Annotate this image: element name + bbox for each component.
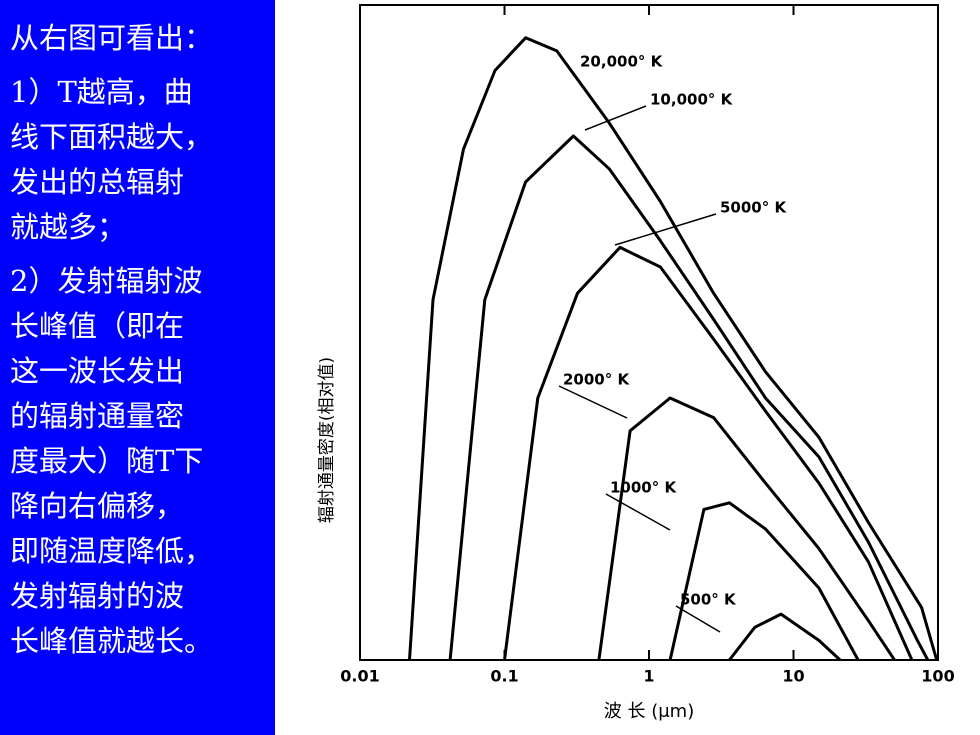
text-line: 1）T越高，曲	[10, 75, 193, 109]
curve	[448, 134, 930, 661]
curve-label: 2000° K	[563, 371, 630, 389]
curve	[408, 36, 939, 661]
label-arrow	[584, 105, 647, 131]
x-tick-label: 1	[643, 667, 654, 686]
text-line: 度最大）随T下	[10, 444, 204, 478]
y-axis-label: 辐射通量密度(相对值)	[317, 357, 337, 523]
label-arrow	[675, 605, 721, 633]
heading: 从右图可看出：	[10, 21, 214, 55]
plot-frame	[359, 4, 939, 661]
x-tick-label: 0.01	[340, 667, 379, 686]
x-tick-label: 10	[782, 667, 804, 686]
curve-label: 500° K	[680, 591, 737, 609]
label-arrow	[614, 213, 717, 246]
text-line: 长峰值就越长。	[10, 624, 214, 658]
curve-label: 20,000° K	[580, 53, 664, 71]
text-line: 即随温度降低，	[10, 534, 214, 568]
text-line: 长峰值（即在	[10, 309, 185, 343]
curve	[597, 396, 896, 661]
text-line: 就越多；	[10, 210, 127, 244]
curve	[728, 612, 842, 662]
x-axis-label: 波 长 (μm)	[604, 701, 694, 722]
text-panel: 从右图可看出： 1）T越高，曲 线下面积越大， 发出的总辐射 就越多； 2）发射辐射波 长峰…	[0, 0, 275, 735]
text-line: 线下面积越大，	[10, 120, 214, 154]
text-line: 这一波长发出	[10, 354, 185, 388]
text-line: 降向右偏移，	[10, 489, 185, 523]
text-line: 发出的总辐射	[10, 165, 185, 199]
text-line: 2）发射辐射波	[10, 264, 203, 298]
x-tick-label: 0.1	[490, 667, 518, 686]
label-arrow	[605, 493, 671, 531]
paragraph: 2）发射辐射波 长峰值（即在 这一波长发出 的辐射通量密 度最大）随T下 降向右偏移， 即随…	[10, 259, 275, 664]
text-line: 的辐射通量密	[10, 399, 185, 433]
chart: 0.01 0.1 1 10 100 波 长 (μm) 辐射通量密度(相对值) 20,000° …	[317, 4, 955, 722]
curve-label: 1000° K	[610, 479, 677, 497]
paragraph: 1）T越高，曲 线下面积越大， 发出的总辐射 就越多；	[10, 70, 275, 250]
curve	[503, 245, 914, 661]
curve-label: 5000° K	[720, 199, 787, 217]
curve	[668, 501, 860, 661]
x-tick-label: 100	[921, 667, 954, 686]
label-arrow	[558, 385, 628, 419]
text-line: 发射辐射的波	[10, 579, 185, 613]
curve-label: 10,000° K	[650, 91, 734, 109]
